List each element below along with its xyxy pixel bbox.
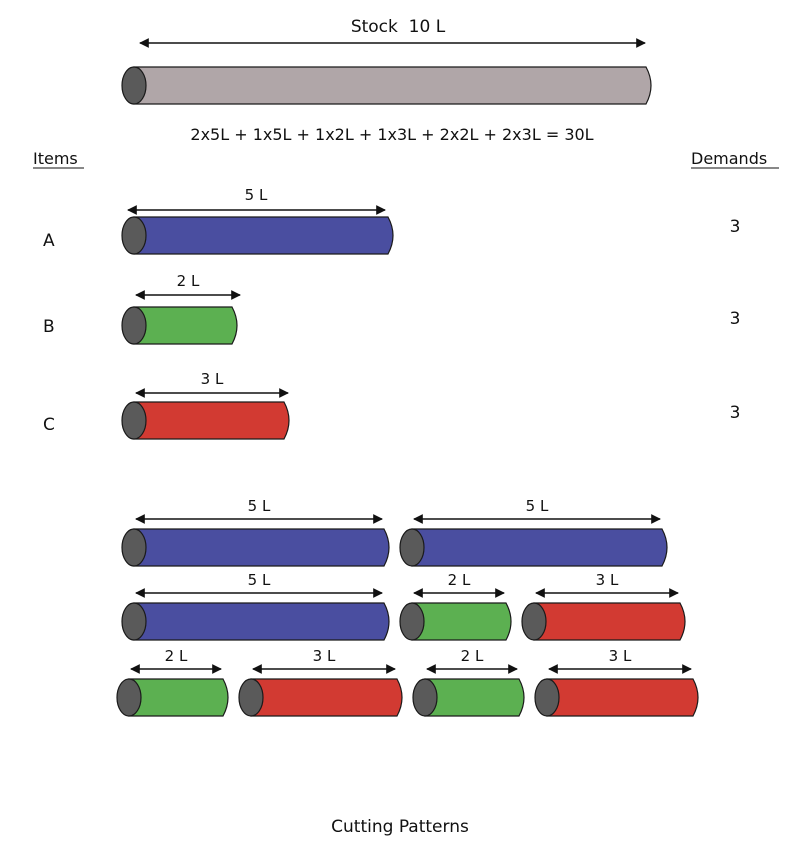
item-c-rod-end-cap	[121, 401, 147, 440]
pattern-3-piece-3-length-label: 2 L	[461, 647, 484, 665]
pattern-1-piece-2-rod-body	[411, 528, 668, 567]
pattern-row-2: 5 L 2 L 3 L	[121, 571, 686, 641]
pattern-3-piece-4: 3 L	[534, 647, 699, 717]
pattern-1-piece-1-length-label: 5 L	[248, 497, 271, 515]
items-header: Items	[33, 149, 78, 168]
pattern-1-piece-1: 5 L	[121, 497, 390, 567]
item-c-demand: 3	[730, 403, 741, 423]
pattern-3-piece-2-length-label: 3 L	[313, 647, 336, 665]
item-b-rod-end-cap	[121, 306, 147, 345]
pattern-2-piece-2-rod-body	[411, 602, 512, 641]
pattern-2-piece-1: 5 L	[121, 571, 390, 641]
pattern-1-piece-1-rod-body	[133, 528, 390, 567]
item-b-demand: 3	[730, 309, 741, 329]
pattern-3-piece-4-rod-end-cap	[534, 678, 560, 717]
pattern-2-piece-2-length-label: 2 L	[448, 571, 471, 589]
cutting-patterns: 5 L 5 L 5 L 2 L 3 L 2 L 3 L 2 L 3 L	[116, 497, 699, 717]
item-row-a: A 5 L 3	[43, 186, 741, 255]
pattern-2-piece-3: 3 L	[521, 571, 686, 641]
item-a-demand: 3	[730, 217, 741, 237]
item-row-b: B 2 L 3	[43, 272, 741, 345]
pattern-1-piece-2-length-label: 5 L	[526, 497, 549, 515]
pattern-3-piece-4-length-label: 3 L	[609, 647, 632, 665]
item-a-letter: A	[43, 231, 55, 251]
stock-label: Stock 10 L	[351, 17, 446, 37]
item-row-c: C 3 L 3	[43, 370, 741, 440]
item-c-length-label: 3 L	[201, 370, 224, 388]
stock-section: Stock 10 L 2x5L + 1x5L + 1x2L + 1x3L + 2…	[121, 17, 652, 144]
item-b-rod-body	[133, 306, 238, 345]
pattern-1-piece-2-rod-end-cap	[399, 528, 425, 567]
pattern-3-piece-1-length-label: 2 L	[165, 647, 188, 665]
pattern-3-piece-4-rod-body	[546, 678, 699, 717]
demand-equation: 2x5L + 1x5L + 1x2L + 1x3L + 2x2L + 2x3L …	[190, 125, 593, 144]
pattern-row-3: 2 L 3 L 2 L 3 L	[116, 647, 699, 717]
stock-rod-end-cap	[121, 66, 147, 105]
pattern-3-piece-1-rod-body	[128, 678, 229, 717]
pattern-1-piece-1-rod-end-cap	[121, 528, 147, 567]
pattern-2-piece-1-rod-body	[133, 602, 390, 641]
item-a-rod-body	[133, 216, 394, 255]
column-headers: Items Demands	[33, 149, 779, 169]
pattern-3-piece-1: 2 L	[116, 647, 229, 717]
demands-header: Demands	[691, 149, 767, 168]
pattern-3-piece-3-rod-body	[424, 678, 525, 717]
pattern-2-piece-2-rod-end-cap	[399, 602, 425, 641]
pattern-3-piece-3-rod-end-cap	[412, 678, 438, 717]
item-b-letter: B	[43, 317, 55, 337]
item-a-rod	[121, 216, 394, 255]
pattern-2-piece-3-length-label: 3 L	[596, 571, 619, 589]
pattern-2-piece-3-rod-end-cap	[521, 602, 547, 641]
pattern-3-piece-1-rod-end-cap	[116, 678, 142, 717]
pattern-2-piece-3-rod-body	[533, 602, 686, 641]
pattern-1-piece-2: 5 L	[399, 497, 668, 567]
item-a-length-label: 5 L	[245, 186, 268, 204]
pattern-2-piece-1-rod-end-cap	[121, 602, 147, 641]
pattern-3-piece-2-rod-end-cap	[238, 678, 264, 717]
item-b-length-label: 2 L	[177, 272, 200, 290]
pattern-3-piece-3: 2 L	[412, 647, 525, 717]
item-c-rod-body	[133, 401, 290, 440]
cutting-patterns-caption: Cutting Patterns	[331, 817, 469, 837]
item-a-rod-end-cap	[121, 216, 147, 255]
pattern-3-piece-2-rod-body	[250, 678, 403, 717]
pattern-row-1: 5 L 5 L	[121, 497, 668, 567]
item-c-letter: C	[43, 415, 55, 435]
pattern-2-piece-2: 2 L	[399, 571, 512, 641]
stock-rod-body	[133, 66, 652, 105]
stock-rod	[121, 66, 652, 105]
item-b-rod	[121, 306, 238, 345]
pattern-2-piece-1-length-label: 5 L	[248, 571, 271, 589]
item-c-rod	[121, 401, 290, 440]
pattern-3-piece-2: 3 L	[238, 647, 403, 717]
